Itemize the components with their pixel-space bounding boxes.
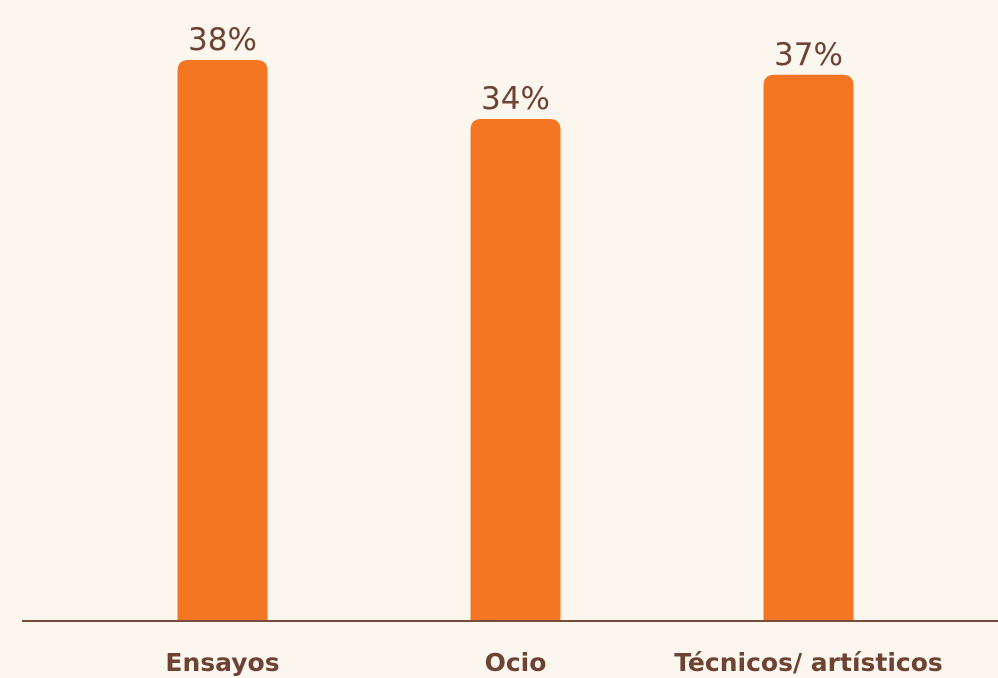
bar xyxy=(763,74,854,621)
value-label: 38% xyxy=(188,22,257,58)
bar xyxy=(470,119,561,621)
x-tick-label: Ensayos xyxy=(165,648,279,677)
bar xyxy=(177,60,268,621)
x-tick-label: Técnicos/ artísticos xyxy=(674,648,943,677)
value-label: 37% xyxy=(774,37,843,73)
x-tick-label: Ocio xyxy=(485,648,547,677)
value-label: 34% xyxy=(481,81,550,117)
